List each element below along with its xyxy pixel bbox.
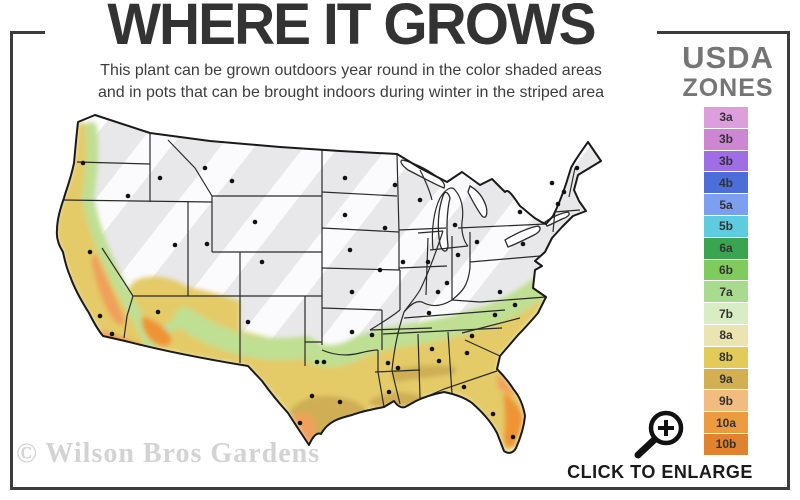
city-dot	[109, 331, 115, 337]
city-dot	[444, 280, 450, 286]
us-outline	[55, 114, 602, 454]
zone-swatch-10a: 10a	[704, 412, 748, 433]
state-boundaries	[62, 133, 581, 408]
city-dot	[202, 165, 208, 171]
city-dot	[125, 193, 131, 199]
city-dot	[455, 252, 461, 258]
city-dot	[492, 312, 498, 318]
usda-zone-swatches: 3a 3b 3b 4b 5a 5b 6a 6b 7a 7b 8a 8b 9a 9b 10a 10b	[704, 107, 748, 456]
usda-zones-legend-title: USDA ZONES	[678, 42, 778, 101]
city-dot	[510, 434, 516, 440]
city-dot	[259, 259, 265, 265]
subtitle: This plant can be grown outdoors year ro…	[45, 60, 657, 104]
city-dot	[377, 267, 383, 273]
city-dot	[574, 165, 580, 171]
city-dot	[469, 333, 475, 339]
city-dot	[392, 182, 398, 188]
city-dot	[172, 242, 178, 248]
zone-swatch-3b: 3b	[704, 150, 748, 172]
city-dot	[425, 259, 431, 265]
city-dot	[395, 365, 401, 371]
city-dot	[349, 289, 355, 295]
city-dot	[549, 180, 555, 186]
city-dot	[155, 309, 161, 315]
zone-swatch-3a: 3a	[704, 107, 748, 128]
city-dot	[369, 332, 375, 338]
city-dot	[314, 359, 320, 365]
zone-swatch-9b: 9b	[704, 390, 748, 412]
legend-title-usda: USDA	[682, 40, 774, 75]
city-dot	[342, 212, 348, 218]
city-dot	[497, 289, 503, 295]
zone-swatch-10b: 10b	[704, 433, 748, 455]
city-dot	[229, 178, 235, 184]
city-dot	[561, 189, 567, 195]
city-dot	[245, 319, 251, 325]
city-dot	[385, 360, 391, 366]
city-dot	[349, 329, 355, 335]
page-title: WHERE IT GROWS	[107, 0, 596, 57]
city-dot	[426, 310, 432, 316]
city-dot	[490, 411, 496, 417]
city-dot	[252, 219, 258, 225]
city-dot	[87, 249, 93, 255]
city-dot	[452, 222, 458, 228]
zone-swatch-4b: 4b	[704, 172, 748, 194]
subtitle-line-2: and in pots that can be brought indoors …	[97, 84, 605, 101]
city-dot	[297, 420, 303, 426]
click-to-enlarge-button[interactable]: CLICK TO ENLARGE	[540, 408, 780, 483]
city-dot	[435, 289, 441, 295]
zone-swatch-9a: 9a	[704, 368, 748, 390]
city-dot	[512, 302, 518, 308]
enlarge-label: CLICK TO ENLARGE	[567, 462, 753, 482]
watermark: © Wilson Bros Gardens	[16, 438, 321, 469]
city-dot	[386, 389, 392, 395]
city-dot	[337, 399, 343, 405]
city-dot	[342, 175, 348, 181]
city-dot	[309, 393, 315, 399]
zone-swatch-3b: 3b	[704, 128, 748, 150]
city-dots	[80, 160, 580, 440]
city-dot	[382, 225, 388, 231]
city-dot	[400, 259, 406, 265]
city-dot	[97, 313, 103, 319]
city-dot	[517, 209, 523, 215]
magnifier-plus-icon	[634, 410, 684, 459]
zone-swatch-5a: 5a	[704, 194, 748, 215]
zone-swatch-6b: 6b	[704, 259, 748, 281]
header: WHERE IT GROWS	[45, 0, 657, 56]
great-lakes	[400, 159, 570, 252]
city-dot	[474, 239, 480, 245]
city-dot	[80, 160, 86, 166]
city-dot	[429, 346, 435, 352]
city-dot	[436, 358, 442, 364]
zone-swatch-7b: 7b	[704, 303, 748, 324]
city-dot	[321, 359, 327, 365]
city-dot	[204, 241, 210, 247]
subtitle-line-1: This plant can be grown outdoors year ro…	[100, 62, 602, 79]
zone-swatch-8a: 8a	[704, 324, 748, 346]
city-dot	[555, 201, 561, 207]
zone-swatch-5b: 5b	[704, 215, 748, 237]
city-dot	[461, 384, 467, 390]
legend-title-zones: ZONES	[682, 74, 774, 102]
zone-swatch-8b: 8b	[704, 346, 748, 368]
city-dot	[347, 247, 353, 253]
city-dot	[417, 197, 423, 203]
city-dot	[520, 241, 526, 247]
city-dot	[464, 350, 470, 356]
zone-swatch-7a: 7a	[704, 281, 748, 303]
zone-swatch-6a: 6a	[704, 237, 748, 259]
city-dot	[157, 175, 163, 181]
